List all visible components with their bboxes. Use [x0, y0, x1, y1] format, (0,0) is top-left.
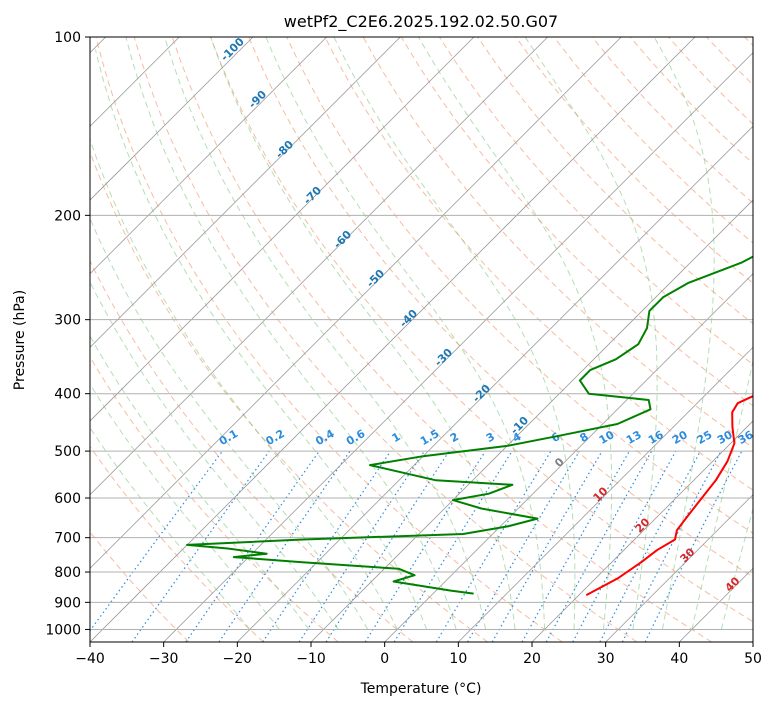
isotherm-line: [310, 199, 753, 642]
temperature-profile-line: [585, 395, 753, 596]
isotherm-line: [90, 37, 622, 569]
isotherm-line: [531, 420, 753, 642]
dry-adiabat-line: [248, 37, 753, 578]
dry-adiabat-line: [90, 445, 264, 642]
mixing-ratio-line: [435, 450, 552, 642]
x-tick-label: 50: [744, 651, 762, 667]
mixing-ratio-line: [364, 450, 486, 642]
x-tick-label: 0: [380, 651, 389, 667]
isotherm-line: [458, 346, 753, 642]
background-lines: [90, 37, 753, 642]
x-tick-label: 40: [670, 651, 688, 667]
y-tick-label: 900: [54, 595, 81, 611]
mixing-ratio-line: [325, 450, 450, 642]
y-axis-label: Pressure (hPa): [12, 290, 28, 390]
moist-adiabat-line: [90, 426, 251, 630]
isotherm-line: [90, 37, 254, 201]
moist-adiabat-line: [164, 37, 487, 630]
mixing-ratio-line: [466, 450, 580, 642]
dry-adiabat-line: [210, 37, 753, 623]
isotherm-line: [237, 125, 753, 642]
moist-adiabat-line: [418, 37, 613, 630]
x-tick-label: 20: [523, 651, 541, 667]
x-tick-label: −40: [75, 651, 105, 667]
isotherm-line: [384, 273, 753, 642]
y-axis: 100 200 300 400 500 600 700 800 900 1000: [45, 30, 90, 638]
x-axis-label: Temperature (°C): [360, 681, 482, 697]
moist-adiabat-line: [333, 37, 576, 630]
dry-adiabat-line: [90, 259, 414, 642]
isotherm-line: [90, 37, 548, 496]
moist-adiabat-line: [720, 506, 753, 630]
moist-adiabat-line: [90, 335, 310, 630]
dry-adiabat-line: [324, 37, 753, 491]
moist-adiabat-line: [265, 37, 546, 630]
mixing-ratio-line: [599, 450, 702, 642]
y-tick-label: 1000: [45, 622, 81, 638]
mixing-ratio-line: [218, 450, 351, 642]
mixing-ratio-line: [298, 450, 425, 642]
y-tick-label: 600: [54, 491, 81, 507]
moist-adiabat-line: [95, 49, 428, 630]
y-tick-label: 500: [54, 444, 81, 460]
moist-adiabat-line: [210, 37, 516, 630]
grid-lines: [90, 37, 753, 642]
moist-adiabat-line: [691, 358, 753, 630]
y-tick-label: 300: [54, 313, 81, 329]
x-axis: −40 −30 −20 −10 0 10 20 30 40 50: [75, 642, 762, 667]
isotherm-line: [90, 37, 401, 348]
mixing-ratio-line: [572, 450, 677, 642]
mixing-ratio-line: [262, 450, 392, 642]
moist-adiabat-line: [524, 37, 658, 630]
dry-adiabat-line: [95, 37, 563, 642]
series-group: [186, 255, 753, 596]
moist-adiabat-line: [90, 383, 280, 630]
dry-adiabat-line: [515, 37, 753, 284]
y-tick-label: 400: [54, 387, 81, 403]
dry-adiabat-line: [286, 37, 753, 534]
moist-adiabat-line: [90, 217, 369, 630]
mixing-ratio-line: [185, 450, 320, 642]
isotherm-line: [90, 37, 696, 642]
y-tick-label: 100: [54, 30, 81, 46]
y-tick-label: 800: [54, 565, 81, 581]
moist-adiabat-line: [90, 280, 339, 630]
y-tick-label: 700: [54, 531, 81, 547]
x-tick-label: −30: [149, 651, 179, 667]
x-tick-label: −20: [223, 651, 253, 667]
isotherm-line: [90, 37, 475, 422]
dry-adiabat-line: [171, 37, 712, 642]
chart-title: wetPf2_C2E6.2025.192.02.50.G07: [284, 12, 558, 32]
isotherm-line: [90, 37, 327, 275]
x-tick-label: 10: [449, 651, 467, 667]
x-tick-label: −10: [296, 651, 326, 667]
moist-adiabat-line: [125, 37, 457, 630]
dewpoint-profile-line: [186, 255, 753, 595]
y-tick-label: 200: [54, 208, 81, 224]
x-tick-label: 30: [597, 651, 615, 667]
moist-adiabat-line: [90, 137, 398, 630]
isotherm-line: [605, 494, 753, 642]
plot-frame: [89, 36, 754, 643]
